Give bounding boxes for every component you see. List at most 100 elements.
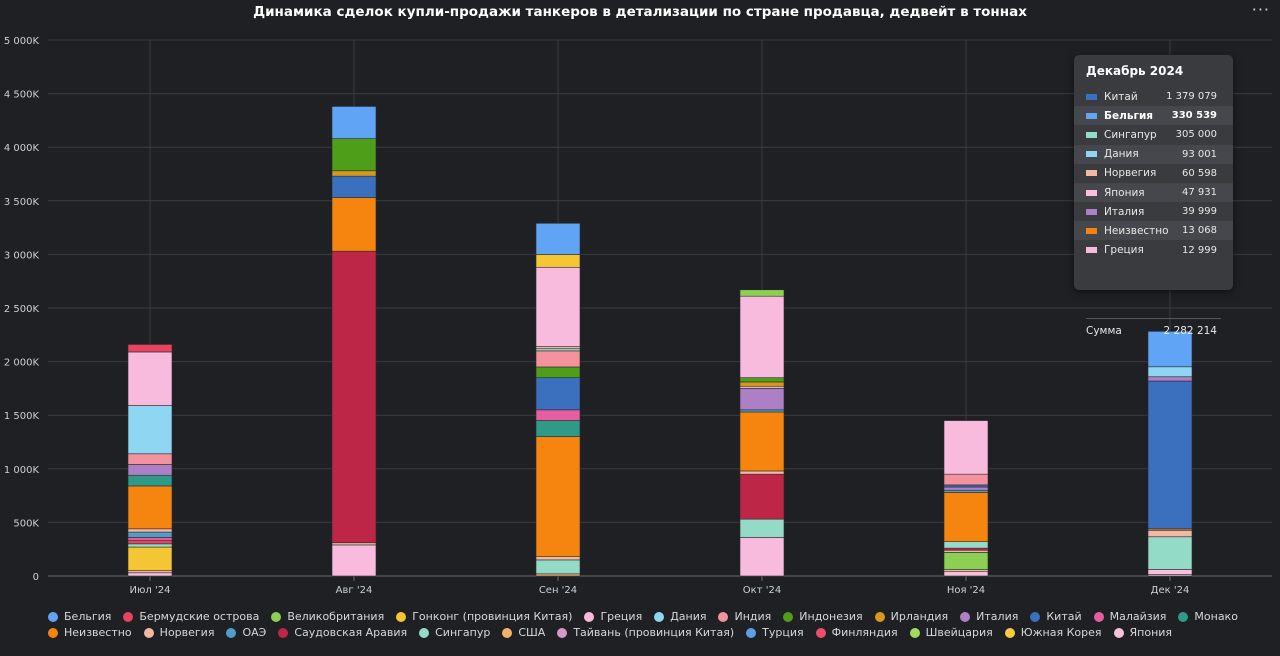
legend-label: Финляндия bbox=[831, 626, 898, 639]
tooltip-series-value: 13 068 bbox=[1182, 225, 1217, 237]
y-tick-label: 5 000K bbox=[4, 36, 40, 47]
legend-item[interactable]: Саудовская Аравия bbox=[278, 626, 407, 639]
legend-item[interactable]: Малайзия bbox=[1093, 610, 1166, 623]
tooltip-series-name: Италия bbox=[1104, 205, 1145, 218]
bar-segment bbox=[535, 350, 581, 368]
bar-segment bbox=[739, 518, 785, 538]
legend-label: Южная Корея bbox=[1020, 626, 1102, 639]
y-tick-label: 4 000K bbox=[4, 143, 40, 154]
tooltip-series-value: 330 539 bbox=[1171, 110, 1217, 122]
bar-segment bbox=[1147, 569, 1193, 575]
legend-item[interactable]: США bbox=[502, 626, 545, 639]
bar-segment bbox=[331, 106, 377, 139]
bar-segment bbox=[127, 540, 173, 545]
tooltip-row: Норвегия 60 598 bbox=[1074, 164, 1233, 183]
bar-segment bbox=[739, 473, 785, 520]
legend-label: Бельгия bbox=[64, 610, 112, 623]
bar-segment bbox=[739, 537, 785, 577]
y-tick-label: 2 000K bbox=[4, 358, 40, 369]
legend-dot-icon bbox=[48, 611, 58, 622]
y-tick-label: 0 bbox=[33, 572, 39, 583]
y-tick-label: 3 000K bbox=[4, 250, 40, 261]
bar-segment bbox=[739, 409, 785, 413]
bar-segment bbox=[535, 346, 581, 350]
legend-item[interactable]: ОАЭ bbox=[226, 626, 266, 639]
bar-segment bbox=[943, 484, 989, 488]
legend-item[interactable]: Гонконг (провинция Китая) bbox=[396, 610, 572, 623]
legend-item[interactable]: Неизвестно bbox=[48, 626, 132, 639]
legend-item[interactable]: Китай bbox=[1030, 610, 1082, 623]
legend-dot-icon bbox=[960, 611, 971, 622]
legend-dot-icon bbox=[1030, 611, 1041, 622]
legend-label: Греция bbox=[600, 610, 643, 623]
bar-segment bbox=[535, 254, 581, 268]
legend-item[interactable]: Финляндия bbox=[815, 626, 898, 639]
tooltip-series-value: 12 999 bbox=[1182, 244, 1217, 256]
legend-item[interactable]: Норвегия bbox=[143, 626, 214, 639]
bar-segment bbox=[535, 436, 581, 558]
legend-item[interactable]: Индия bbox=[718, 610, 771, 623]
legend-item[interactable]: Греция bbox=[584, 610, 642, 623]
legend-dot-icon bbox=[1093, 611, 1104, 622]
tooltip-series-value: 1 379 079 bbox=[1166, 91, 1217, 102]
legend-label: Гонконг (провинция Китая) bbox=[412, 610, 573, 623]
legend-item[interactable]: Тайвань (провинция Китая) bbox=[557, 626, 734, 639]
bar-segment bbox=[127, 537, 173, 541]
legend-label: Бермудские острова bbox=[139, 610, 260, 623]
tooltip-series-name: Греция bbox=[1104, 244, 1144, 257]
legend-item[interactable]: Ирландия bbox=[874, 610, 948, 623]
legend-dot-icon bbox=[746, 627, 757, 638]
bar-segment bbox=[943, 420, 989, 475]
legend-item[interactable]: Италия bbox=[960, 610, 1018, 623]
legend-item[interactable]: Дания bbox=[654, 610, 706, 623]
tooltip-swatch-icon bbox=[1086, 208, 1097, 215]
legend-item[interactable]: Турция bbox=[746, 626, 804, 639]
more-dots-icon[interactable]: ··· bbox=[1251, 0, 1270, 19]
tooltip-series-name: Сингапур bbox=[1104, 128, 1157, 141]
legend-dot-icon bbox=[1178, 611, 1189, 622]
legend-label: Италия bbox=[976, 610, 1019, 623]
bar-segment bbox=[535, 348, 581, 352]
legend-item[interactable]: Бермудские острова bbox=[123, 610, 259, 623]
bar-segment bbox=[739, 385, 785, 389]
legend-item[interactable]: Индонезия bbox=[783, 610, 863, 623]
bar-segment bbox=[943, 473, 989, 486]
bar-segment bbox=[943, 492, 989, 542]
tooltip-swatch-icon bbox=[1086, 93, 1097, 100]
tooltip-series-value: 47 931 bbox=[1182, 187, 1217, 198]
bar-segment bbox=[1147, 376, 1193, 382]
tooltip-swatch-icon bbox=[1086, 131, 1097, 138]
bar-segment bbox=[331, 197, 377, 252]
bar-segment bbox=[127, 485, 173, 530]
legend-item[interactable]: Сингапур bbox=[419, 626, 490, 639]
legend-item[interactable]: Швейцария bbox=[909, 626, 993, 639]
legend-dot-icon bbox=[278, 627, 289, 638]
legend-item[interactable]: Монако bbox=[1178, 610, 1238, 623]
bar-segment bbox=[127, 453, 173, 465]
y-tick-label: 3 500K bbox=[4, 197, 40, 208]
tooltip-series-name: Япония bbox=[1104, 186, 1145, 199]
tooltip-row: Сингапур 305 000 bbox=[1074, 125, 1233, 144]
tooltip-series-value: 93 001 bbox=[1182, 148, 1217, 160]
bar-segment bbox=[739, 289, 785, 297]
y-tick-label: 500K bbox=[13, 518, 39, 529]
bar-segment bbox=[943, 552, 989, 570]
bar-segment bbox=[127, 528, 173, 533]
tooltip-row: Бельгия 330 539 bbox=[1074, 106, 1233, 126]
tooltip-series-name: Дания bbox=[1104, 148, 1139, 161]
bar-segment bbox=[1147, 536, 1193, 570]
legend-label: Индонезия bbox=[799, 610, 863, 623]
legend-item[interactable]: Япония bbox=[1113, 626, 1172, 639]
legend-item[interactable]: Великобритания bbox=[271, 610, 384, 623]
x-tick-label: Окт '24 bbox=[743, 585, 781, 596]
bar-segment bbox=[127, 546, 173, 571]
bar-segment bbox=[535, 409, 581, 421]
legend-item[interactable]: Южная Корея bbox=[1004, 626, 1102, 639]
tooltip-swatch-icon bbox=[1086, 189, 1097, 196]
legend-item[interactable]: Бельгия bbox=[48, 610, 111, 623]
bar-segment bbox=[127, 344, 173, 353]
bar-segment bbox=[127, 572, 173, 577]
legend-dot-icon bbox=[419, 627, 430, 638]
legend-dot-icon bbox=[502, 627, 513, 638]
